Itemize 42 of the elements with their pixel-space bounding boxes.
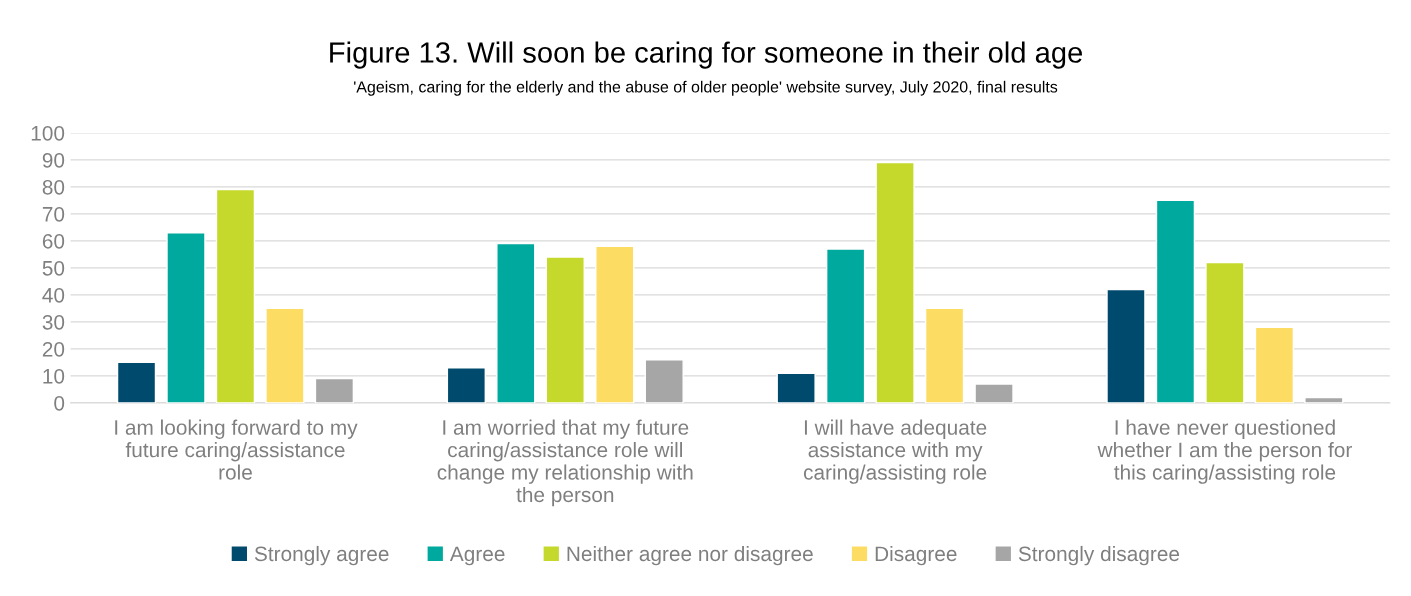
legend-label: Disagree [875, 545, 957, 566]
chart-subtitle: 'Ageism, caring for the elderly and the abuse of older people' website survey, July 2020, final results [354, 80, 1058, 96]
legend-label: Agree [449, 546, 505, 566]
x-tick-label: I will have adequate assistance with my caring/assisting role [803, 419, 987, 484]
bar [1106, 288, 1146, 403]
bar [974, 383, 1014, 403]
bar [1304, 396, 1344, 403]
y-tick-label: 0 [54, 395, 65, 411]
y-tick-label: 60 [42, 233, 65, 249]
y-tick-label: 90 [42, 152, 65, 168]
y-tick-label: 30 [42, 314, 65, 330]
bar [1254, 326, 1295, 403]
legend-label: Strongly disagree [1018, 545, 1180, 566]
y-tick-label: 50 [42, 260, 65, 276]
bar [644, 359, 684, 403]
bar [825, 248, 866, 403]
bar [265, 307, 305, 403]
chart-title: Figure 13. Will soon be caring for someone in their old age [330, 41, 1082, 69]
bar [215, 188, 256, 403]
x-tick-label: I am worried that my future caring/assistance role will change my relationship with the person [437, 419, 693, 507]
y-tick-label: 100 [31, 125, 65, 141]
bar [116, 361, 157, 403]
y-tick-label: 70 [42, 206, 65, 222]
bar [496, 242, 536, 403]
legend-label: Neither agree nor disagree [567, 545, 813, 566]
bar [924, 307, 965, 403]
x-tick-label: I have never questioned whether I am the person for this caring/assisting role [1097, 419, 1352, 484]
y-tick-label: 80 [42, 179, 65, 195]
bar [595, 245, 635, 403]
y-tick-label: 10 [43, 368, 65, 384]
legend-label: Strongly agree [254, 545, 389, 566]
bar [1155, 199, 1196, 403]
bar [776, 372, 816, 403]
x-tick-label: I am looking forward to my future caring/assistance role [115, 419, 358, 480]
y-tick-label: 40 [42, 287, 65, 303]
bar [314, 377, 355, 403]
y-tick-label: 20 [42, 341, 65, 357]
bar [545, 256, 585, 403]
bar [166, 232, 206, 403]
bar [1205, 261, 1245, 403]
bar [875, 161, 915, 403]
bar [446, 367, 486, 403]
